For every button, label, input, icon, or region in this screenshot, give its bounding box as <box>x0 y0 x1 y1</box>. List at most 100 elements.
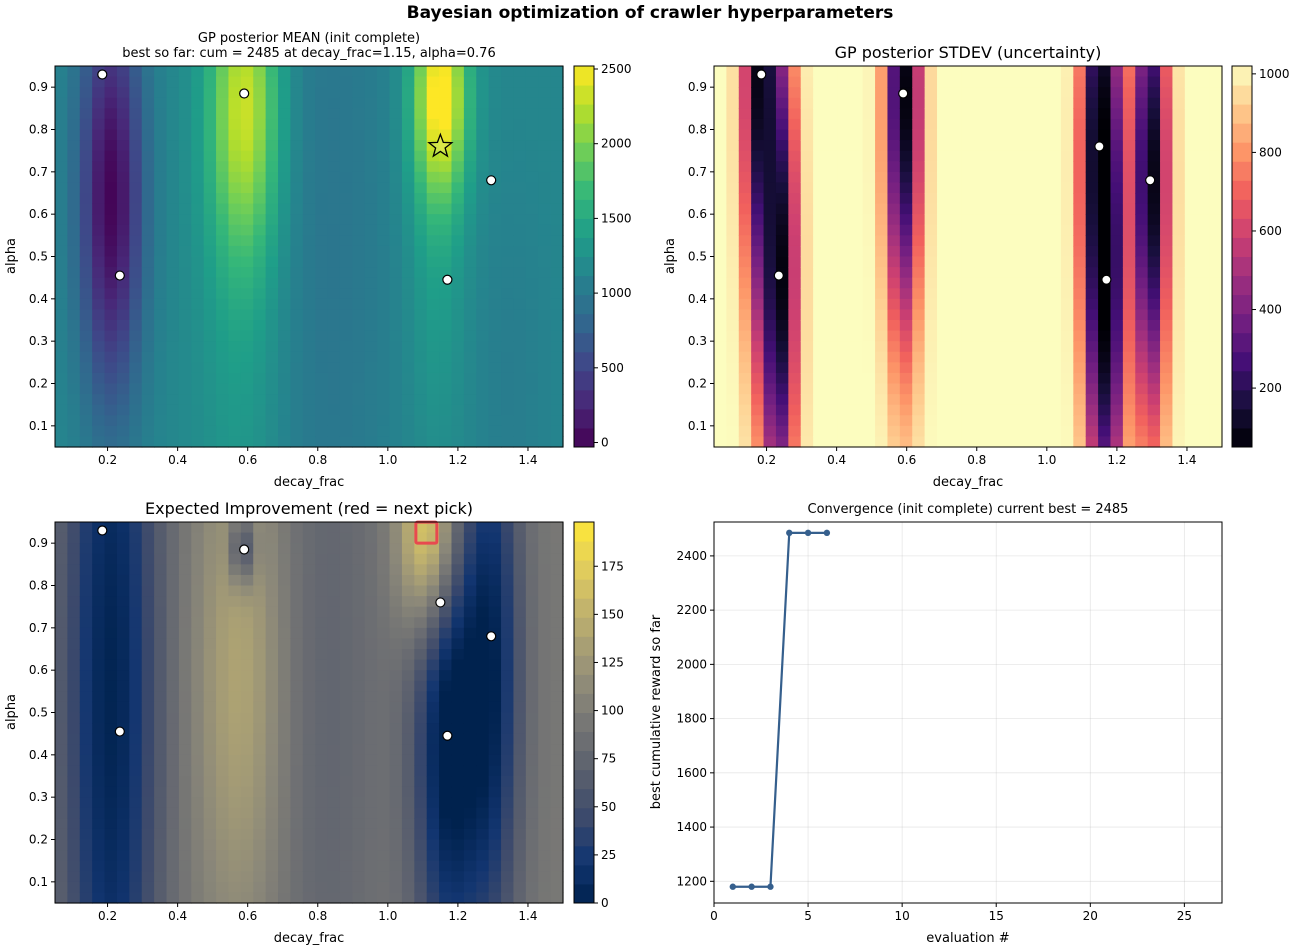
heatmap-cell <box>1172 118 1186 131</box>
heatmap-cell <box>813 351 827 363</box>
heatmap-cell <box>501 383 515 395</box>
heatmap-cell <box>216 267 230 279</box>
heatmap-cell <box>1036 66 1050 78</box>
heatmap-cell <box>327 372 341 385</box>
colorbar-segment <box>1232 104 1252 124</box>
heatmap-cell <box>451 691 465 703</box>
heatmap-cell <box>538 744 552 756</box>
heatmap-cell <box>253 839 267 851</box>
heatmap-cell <box>850 235 864 247</box>
heatmap-cell <box>1098 330 1112 342</box>
heatmap-cell <box>550 118 564 131</box>
stdev-markers <box>756 69 1156 285</box>
heatmap-cell <box>228 108 242 120</box>
heatmap-cell <box>488 415 502 427</box>
heatmap-cell <box>315 543 329 555</box>
heatmap-cell <box>389 543 403 555</box>
heatmap-cell <box>141 309 155 321</box>
heatmap-cell <box>1036 87 1050 99</box>
heatmap-cell <box>1160 394 1174 406</box>
heatmap-cell <box>451 828 465 841</box>
heatmap-cell <box>154 553 168 565</box>
heatmap-cell <box>228 394 242 406</box>
heatmap-cell <box>788 351 802 363</box>
heatmap-cell <box>265 214 279 226</box>
heatmap-cell <box>154 564 168 576</box>
heatmap-cell <box>714 436 727 448</box>
heatmap-cell <box>327 617 341 629</box>
heatmap-cell <box>253 108 267 120</box>
heatmap-cell <box>327 362 341 374</box>
heatmap-cell <box>92 828 106 841</box>
heatmap-cell <box>129 839 143 851</box>
heatmap-cell <box>327 203 341 215</box>
heatmap-cell <box>1110 288 1124 300</box>
heatmap-cell <box>439 860 453 872</box>
heatmap-cell <box>67 723 81 735</box>
heatmap-cell <box>67 267 81 279</box>
heatmap-cell <box>141 532 155 544</box>
heatmap-cell <box>550 839 564 851</box>
heatmap-cell <box>476 744 490 756</box>
heatmap-cell <box>998 320 1012 332</box>
heatmap-cell <box>1172 224 1186 236</box>
y-tick-label: 0.5 <box>29 706 48 720</box>
heatmap-cell <box>788 277 802 289</box>
heatmap-cell <box>104 341 118 353</box>
heatmap-cell <box>389 606 403 618</box>
heatmap-cell <box>1060 277 1074 289</box>
heatmap-cell <box>129 638 143 650</box>
heatmap-cell <box>67 298 81 311</box>
heatmap-cell <box>986 362 1000 374</box>
heatmap-cell <box>1110 108 1124 120</box>
heatmap-cell <box>290 659 304 671</box>
heatmap-cell <box>751 341 765 353</box>
heatmap-cell <box>998 140 1012 152</box>
heatmap-cell <box>974 193 988 205</box>
heatmap-cell <box>538 425 552 438</box>
heatmap-cell <box>463 649 477 661</box>
heatmap-cell <box>290 892 304 904</box>
heatmap-cell <box>426 564 440 576</box>
heatmap-cell <box>203 193 217 205</box>
heatmap-cell <box>116 362 130 374</box>
heatmap-cell <box>937 108 951 120</box>
heatmap-cell <box>986 76 1000 88</box>
heatmap-cell <box>1073 224 1087 236</box>
heatmap-cell <box>1135 362 1149 374</box>
heatmap-cell <box>315 574 329 587</box>
heatmap-cell <box>1209 351 1223 363</box>
heatmap-cell <box>1197 436 1211 448</box>
heatmap-cell <box>924 288 938 300</box>
heatmap-cell <box>899 362 913 374</box>
heatmap-cell <box>1011 383 1025 395</box>
heatmap-cell <box>116 436 130 448</box>
colorbar-segment <box>1232 123 1252 143</box>
heatmap-cell <box>79 129 93 141</box>
heatmap-cell <box>825 277 839 289</box>
heatmap-cell <box>488 606 502 618</box>
heatmap-cell <box>228 691 242 703</box>
heatmap-cell <box>937 140 951 152</box>
colorbar-tick-label: 1000 <box>1259 67 1290 81</box>
heatmap-cell <box>67 404 81 416</box>
heatmap-cell <box>141 553 155 565</box>
heatmap-cell <box>290 161 304 173</box>
heatmap-cell <box>439 839 453 851</box>
heatmap-cell <box>912 97 926 109</box>
heatmap-cell <box>203 754 217 767</box>
heatmap-cell <box>253 532 267 544</box>
heatmap-cell <box>439 288 453 300</box>
heatmap-cell <box>426 617 440 629</box>
heatmap-cell <box>352 892 366 904</box>
heatmap-cell <box>463 404 477 416</box>
heatmap-cell <box>538 574 552 587</box>
heatmap-cell <box>253 298 267 311</box>
heatmap-cell <box>550 871 564 883</box>
heatmap-cell <box>775 351 789 363</box>
heatmap-cell <box>240 733 254 745</box>
heatmap-cell <box>55 691 68 703</box>
heatmap-cell <box>788 161 802 173</box>
heatmap-cell <box>92 415 106 427</box>
heatmap-cell <box>1135 76 1149 88</box>
